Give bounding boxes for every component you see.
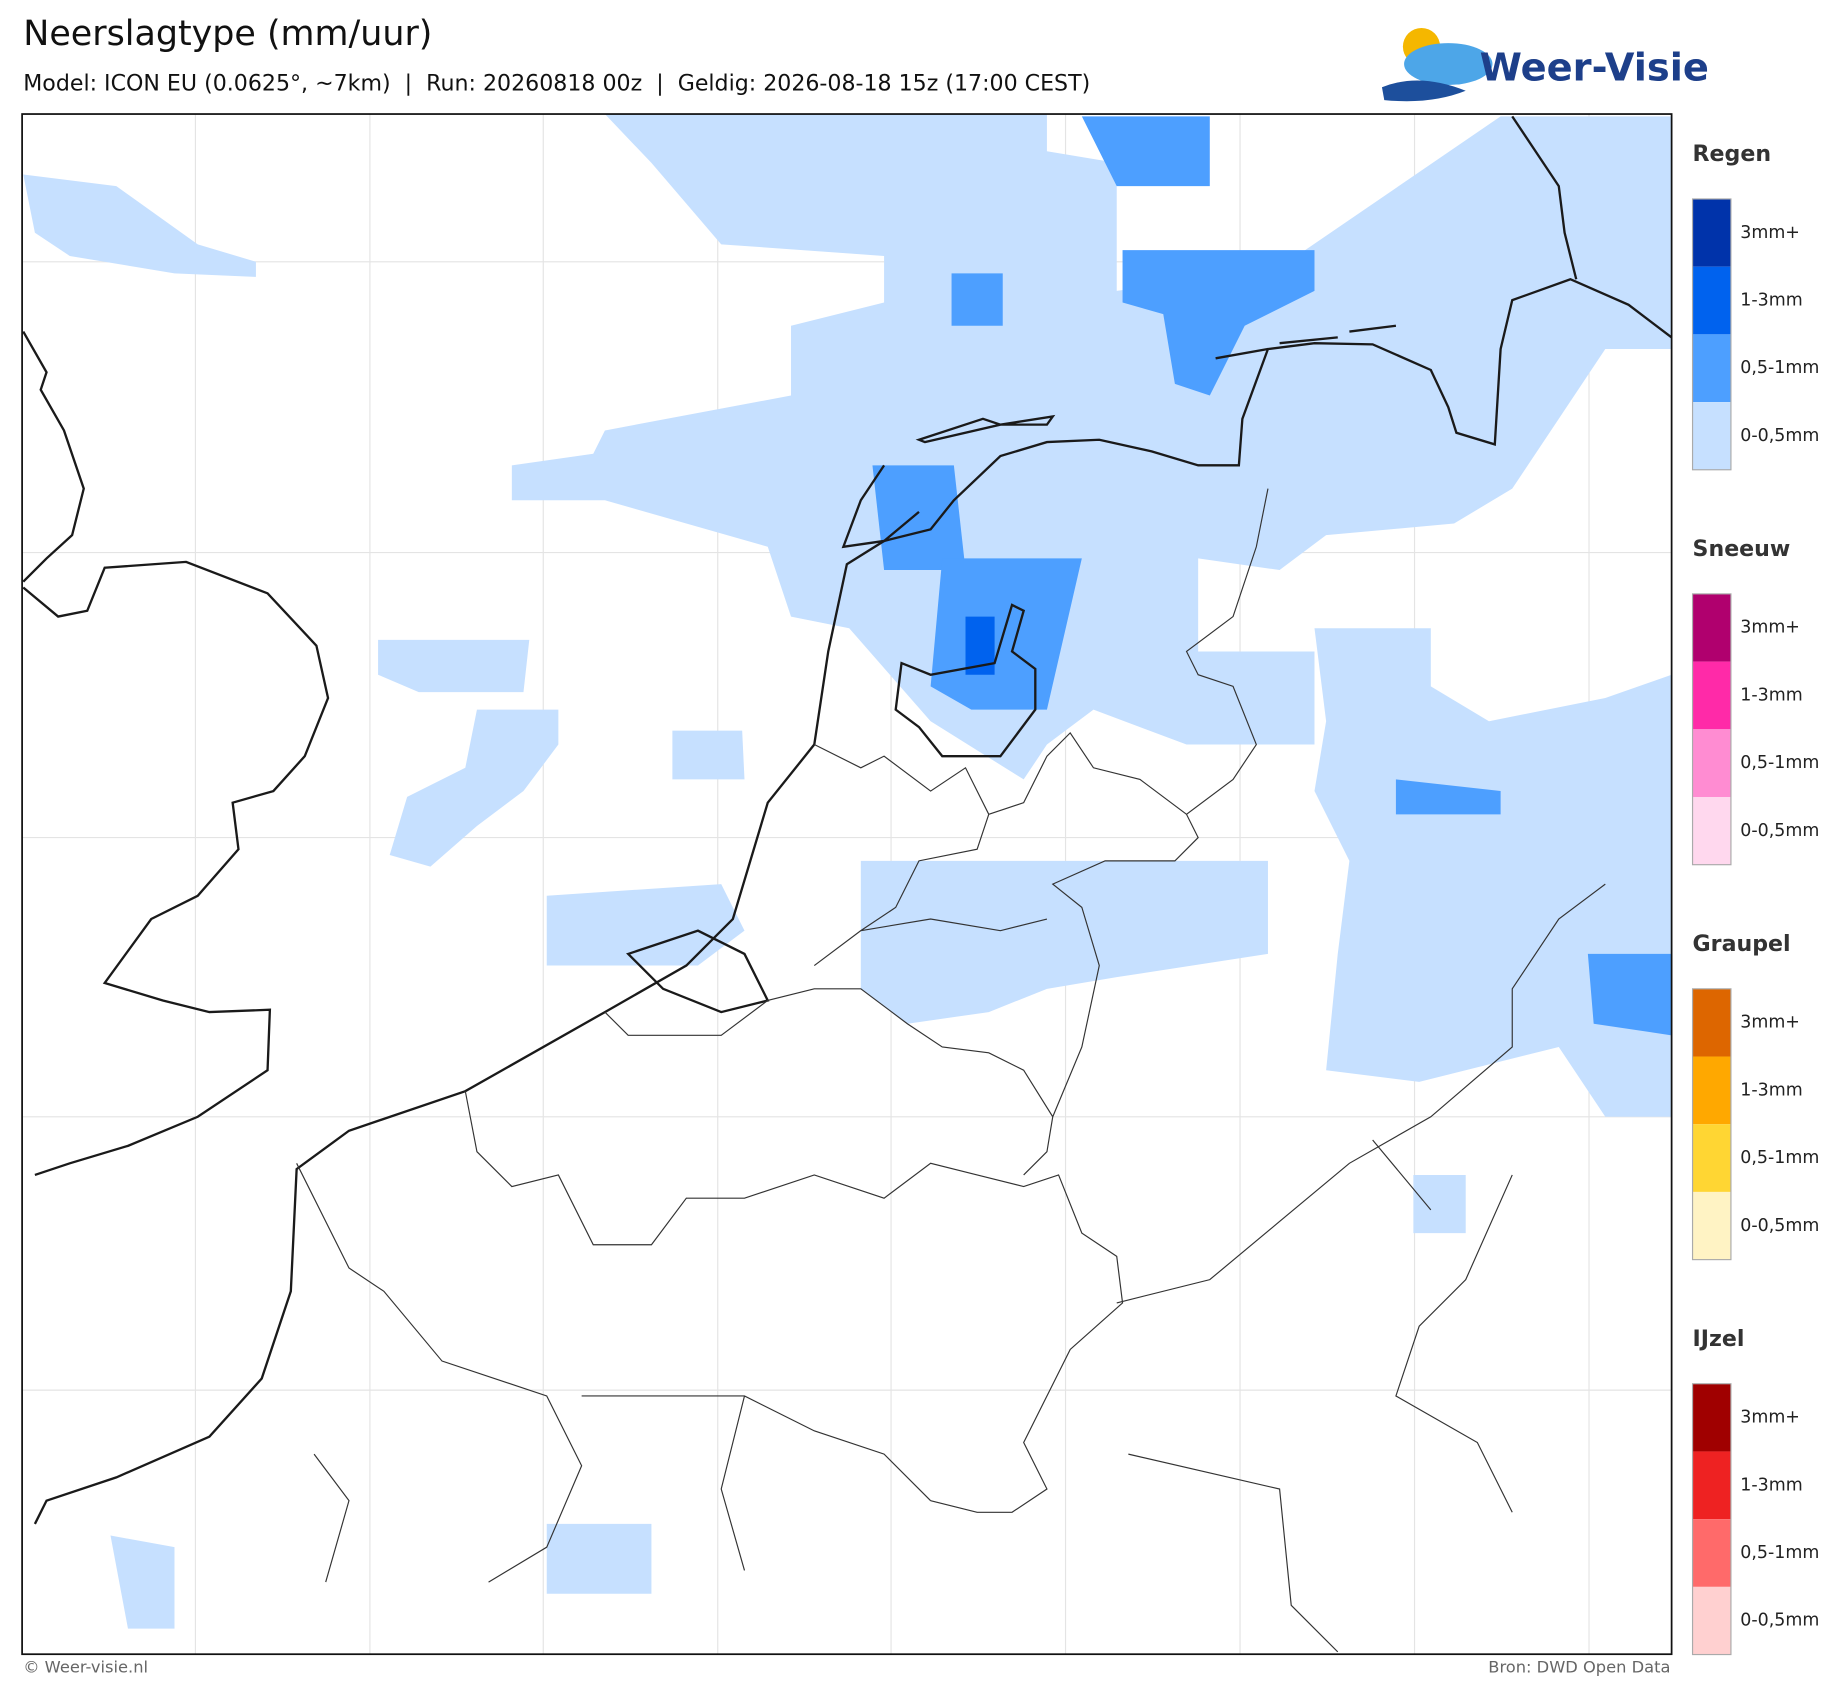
legend-label: 1-3mm bbox=[1740, 685, 1802, 705]
coastline bbox=[22, 560, 330, 1177]
legend: Regen 3mm+ 1-3mm 0,5-1mm 0-0,5mm Sneeuw 3mm+ 1-… bbox=[1691, 141, 1819, 1656]
legend-label: 0,5-1mm bbox=[1740, 1148, 1819, 1168]
rain-area-moderate bbox=[1587, 953, 1672, 1036]
coastlines bbox=[22, 115, 1672, 1525]
legend-label: 1-3mm bbox=[1740, 291, 1802, 311]
legend-swatch bbox=[1692, 1586, 1731, 1655]
legend-swatch bbox=[1692, 266, 1731, 335]
legend-label: 0,5-1mm bbox=[1740, 753, 1819, 773]
legend-label: 1-3mm bbox=[1740, 1080, 1802, 1100]
logo-wave bbox=[1381, 80, 1466, 102]
legend-label: 0,5-1mm bbox=[1740, 1543, 1819, 1563]
logo-text: Weer-Visie bbox=[1480, 45, 1709, 90]
logo: Weer-Visie bbox=[1381, 27, 1709, 102]
coastline bbox=[33, 277, 1672, 1525]
rain-area bbox=[546, 884, 745, 966]
coastline bbox=[1511, 115, 1578, 280]
footer-right: Bron: DWD Open Data bbox=[1488, 1658, 1670, 1677]
legend-title: Sneeuw bbox=[1693, 536, 1791, 562]
rain-area bbox=[672, 730, 745, 780]
rain-area-heavy bbox=[965, 616, 995, 675]
legend-title: Graupel bbox=[1693, 931, 1791, 957]
subtitle: Model: ICON EU (0.0625°, ~7km) | Run: 20… bbox=[23, 70, 1090, 96]
logo-cloud bbox=[1404, 43, 1493, 85]
legend-frame bbox=[1691, 198, 1732, 471]
rain-area-moderate bbox=[1122, 250, 1315, 396]
legend-swatch bbox=[1692, 1519, 1731, 1587]
legend-swatch bbox=[1692, 1451, 1731, 1520]
lake-shore bbox=[894, 603, 1037, 758]
rain-area bbox=[378, 639, 530, 693]
rain-area bbox=[389, 709, 559, 867]
legend-title: Regen bbox=[1693, 141, 1772, 167]
map-frame bbox=[21, 113, 1673, 1656]
map-area bbox=[22, 114, 1672, 1655]
rain-area bbox=[23, 174, 256, 277]
rain-area bbox=[860, 860, 1268, 1024]
borders bbox=[296, 488, 1606, 1653]
legend-swatch bbox=[1692, 988, 1731, 1057]
legend-swatch bbox=[1692, 593, 1731, 662]
legend-frame bbox=[1691, 988, 1732, 1261]
rain-area-moderate bbox=[951, 273, 1003, 326]
legend-swatch bbox=[1692, 402, 1731, 470]
coastline bbox=[22, 330, 85, 583]
rain-area bbox=[110, 1535, 175, 1629]
legend-label: 0-0,5mm bbox=[1740, 821, 1819, 841]
rain-area-moderate bbox=[1395, 779, 1501, 815]
legend-swatch bbox=[1692, 334, 1731, 403]
rain-area bbox=[546, 1523, 652, 1594]
legend-title: IJzel bbox=[1693, 1326, 1745, 1352]
islands bbox=[915, 324, 1397, 444]
legend-swatch bbox=[1692, 1124, 1731, 1192]
legend-label: 3mm+ bbox=[1740, 1408, 1800, 1428]
rain-area-moderate bbox=[1081, 116, 1210, 187]
legend-label: 3mm+ bbox=[1740, 223, 1800, 243]
legend-swatch bbox=[1692, 1191, 1731, 1260]
province-border bbox=[813, 731, 1187, 967]
legend-swatch bbox=[1692, 1383, 1731, 1452]
legend-swatch bbox=[1692, 729, 1731, 797]
legend-swatch bbox=[1692, 661, 1731, 730]
legend-frame bbox=[1691, 593, 1732, 866]
legend-frame bbox=[1691, 1383, 1732, 1656]
legend-label: 3mm+ bbox=[1740, 1013, 1800, 1033]
region-border bbox=[296, 883, 1606, 1653]
legend-label: 1-3mm bbox=[1740, 1475, 1802, 1495]
legend-label: 0-0,5mm bbox=[1740, 426, 1819, 446]
legend-swatch bbox=[1692, 1056, 1731, 1125]
legend-label: 0,5-1mm bbox=[1740, 358, 1819, 378]
rain-area bbox=[511, 114, 1672, 780]
legend-swatch bbox=[1692, 796, 1731, 865]
legend-label: 0-0,5mm bbox=[1740, 1611, 1819, 1631]
rain-area bbox=[1314, 628, 1672, 1117]
country-border bbox=[464, 1091, 1124, 1513]
title: Neerslagtype (mm/uur) bbox=[23, 14, 432, 54]
rain-area-moderate bbox=[872, 465, 966, 571]
legend-swatch bbox=[1692, 198, 1731, 267]
island bbox=[841, 464, 920, 549]
precipitation bbox=[23, 114, 1672, 1629]
rain-area bbox=[1413, 1174, 1466, 1234]
legend-label: 3mm+ bbox=[1740, 618, 1800, 638]
legend-label: 0-0,5mm bbox=[1740, 1216, 1819, 1236]
footer-left: © Weer-visie.nl bbox=[23, 1658, 148, 1677]
